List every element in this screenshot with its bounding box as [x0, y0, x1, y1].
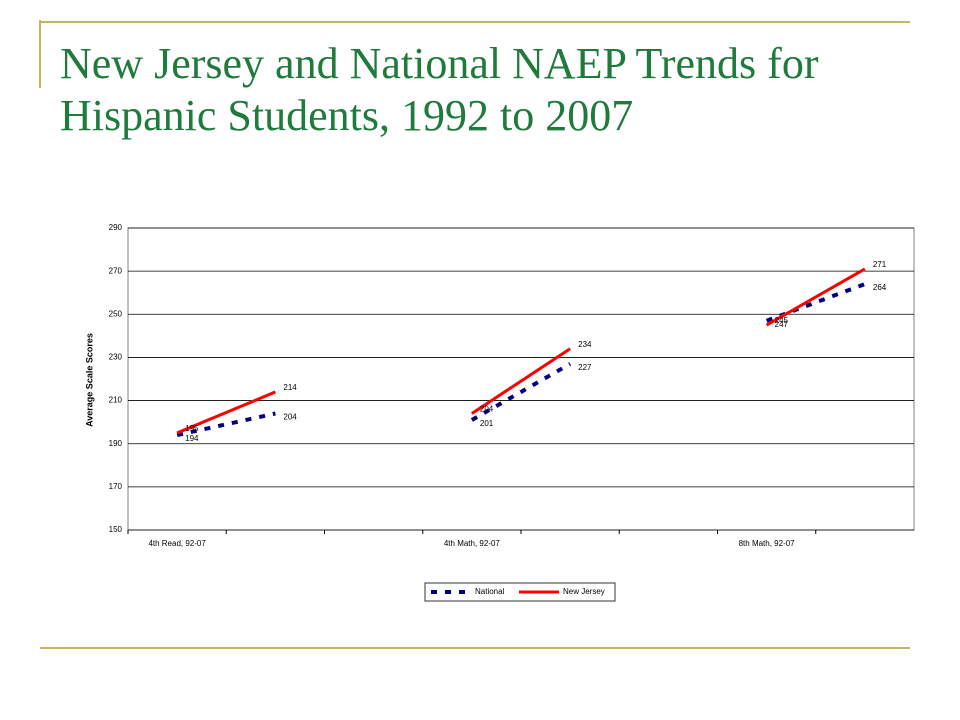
- x-tick-label: 4th Read, 92-07: [148, 539, 206, 548]
- data-label: 204: [480, 405, 494, 414]
- data-label: 195: [185, 424, 199, 433]
- data-label: 234: [578, 340, 592, 349]
- y-tick-label: 270: [109, 266, 123, 275]
- slide-title: New Jersey and National NAEP Trends for …: [60, 39, 819, 140]
- y-tick-label: 250: [109, 309, 123, 318]
- legend-label: New Jersey: [563, 587, 605, 596]
- data-label: 227: [578, 363, 592, 372]
- data-label: 264: [873, 283, 887, 292]
- data-label: 271: [873, 260, 887, 269]
- x-tick-label: 8th Math, 92-07: [739, 539, 796, 548]
- series-line: [176, 267, 866, 435]
- y-tick-label: 210: [109, 396, 123, 405]
- y-tick-label: 150: [109, 525, 123, 534]
- y-axis-label: Average Scale Scores: [84, 333, 94, 427]
- series-line: [176, 282, 866, 438]
- data-label: 201: [480, 419, 494, 428]
- data-label: 194: [185, 434, 199, 443]
- y-tick-label: 230: [109, 353, 123, 362]
- data-label: 247: [775, 320, 789, 329]
- legend-label: National: [475, 587, 505, 596]
- data-label: 204: [283, 413, 297, 422]
- data-label: 245: [775, 316, 789, 325]
- y-tick-label: 190: [109, 439, 123, 448]
- data-label: 214: [283, 383, 297, 392]
- plot-area: [127, 227, 915, 531]
- x-tick-label: 4th Math, 92-07: [444, 539, 501, 548]
- y-tick-label: 170: [109, 482, 123, 491]
- y-tick-label: 290: [109, 223, 123, 232]
